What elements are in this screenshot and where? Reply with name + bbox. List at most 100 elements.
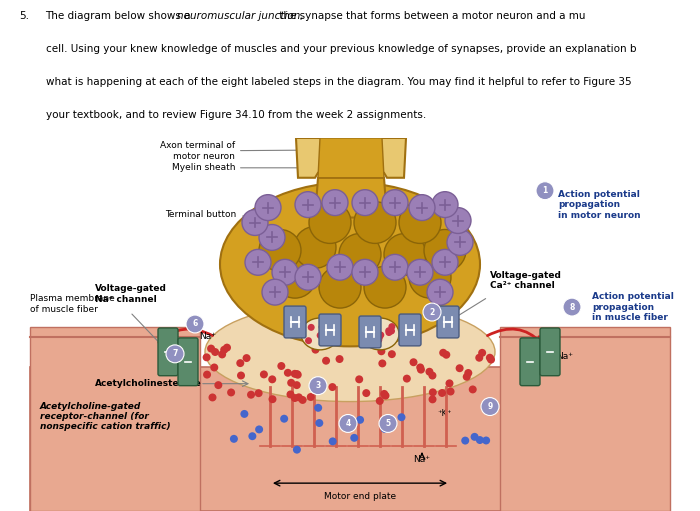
Text: 9: 9 (487, 402, 493, 411)
Circle shape (475, 354, 483, 362)
Circle shape (315, 419, 323, 427)
Circle shape (280, 415, 288, 423)
Circle shape (321, 334, 328, 341)
Text: Voltage-gated
Ca²⁺ channel: Voltage-gated Ca²⁺ channel (490, 270, 562, 290)
Text: The diagram below shows a: The diagram below shows a (46, 11, 195, 21)
Text: 4: 4 (345, 419, 351, 428)
Text: Vesicle of
acetylcholine: Vesicle of acetylcholine (232, 274, 300, 294)
Circle shape (445, 379, 454, 387)
Circle shape (335, 355, 344, 363)
Circle shape (563, 298, 581, 316)
Text: what is happening at each of the eight labeled steps in the diagram. You may fin: what is happening at each of the eight l… (46, 77, 631, 87)
Polygon shape (296, 138, 406, 178)
Text: 1: 1 (542, 186, 547, 195)
Circle shape (255, 389, 262, 397)
FancyBboxPatch shape (359, 316, 381, 348)
Circle shape (293, 446, 301, 454)
Circle shape (259, 229, 301, 271)
FancyBboxPatch shape (540, 328, 560, 376)
Circle shape (259, 224, 285, 250)
Circle shape (293, 370, 301, 378)
Circle shape (416, 363, 424, 371)
Circle shape (186, 315, 204, 333)
Circle shape (210, 363, 218, 371)
Circle shape (374, 331, 381, 338)
Circle shape (287, 379, 295, 387)
Circle shape (328, 332, 335, 339)
Circle shape (237, 371, 245, 380)
Circle shape (365, 331, 372, 337)
Circle shape (417, 366, 425, 374)
Circle shape (407, 259, 433, 285)
Ellipse shape (220, 182, 480, 346)
Circle shape (352, 259, 378, 285)
Circle shape (295, 192, 321, 218)
Circle shape (329, 437, 337, 446)
Circle shape (294, 371, 302, 379)
Circle shape (220, 346, 228, 354)
Circle shape (324, 330, 331, 337)
Polygon shape (318, 138, 384, 178)
Circle shape (321, 331, 328, 338)
Circle shape (376, 397, 384, 405)
Text: 3: 3 (316, 381, 321, 390)
Circle shape (399, 202, 441, 243)
Circle shape (327, 254, 353, 280)
Circle shape (363, 389, 370, 397)
Circle shape (203, 370, 211, 379)
Circle shape (322, 190, 348, 216)
Circle shape (307, 393, 315, 401)
Circle shape (445, 207, 471, 234)
Circle shape (402, 375, 411, 383)
Circle shape (432, 249, 458, 275)
Circle shape (218, 351, 226, 358)
Circle shape (447, 229, 473, 256)
FancyBboxPatch shape (30, 367, 670, 511)
Text: Action potential
propagation
in motor neuron: Action potential propagation in motor ne… (558, 190, 640, 220)
Circle shape (255, 426, 263, 433)
Circle shape (463, 373, 470, 381)
Circle shape (379, 414, 397, 432)
Circle shape (427, 279, 453, 305)
FancyBboxPatch shape (158, 328, 178, 376)
Circle shape (384, 234, 426, 275)
Circle shape (376, 334, 383, 340)
Circle shape (312, 345, 319, 354)
Circle shape (260, 370, 268, 378)
Circle shape (385, 327, 392, 334)
Circle shape (478, 349, 486, 357)
Text: Terminal button: Terminal button (164, 210, 236, 219)
Circle shape (470, 433, 479, 441)
Circle shape (382, 254, 408, 280)
Circle shape (536, 182, 554, 200)
Circle shape (447, 387, 454, 396)
Circle shape (243, 354, 251, 362)
Circle shape (269, 395, 276, 403)
Circle shape (295, 393, 303, 401)
Circle shape (322, 357, 330, 365)
FancyBboxPatch shape (437, 306, 459, 338)
Circle shape (409, 195, 435, 221)
Text: Axon terminal of
motor neuron: Axon terminal of motor neuron (160, 141, 337, 160)
Circle shape (227, 388, 235, 397)
FancyBboxPatch shape (319, 314, 341, 346)
Circle shape (370, 326, 377, 333)
Circle shape (240, 410, 248, 418)
Circle shape (426, 368, 433, 376)
Circle shape (202, 353, 211, 361)
Text: 5.: 5. (20, 11, 29, 21)
Circle shape (207, 344, 215, 353)
Circle shape (209, 393, 216, 402)
Circle shape (328, 383, 337, 391)
Circle shape (388, 350, 396, 358)
Circle shape (277, 362, 286, 370)
Circle shape (248, 432, 256, 440)
Circle shape (214, 381, 223, 389)
Circle shape (291, 394, 299, 402)
Circle shape (255, 195, 281, 221)
Text: your textbook, and to review Figure 34.10 from the week 2 assignments.: your textbook, and to review Figure 34.1… (46, 110, 426, 121)
Circle shape (382, 391, 389, 400)
Circle shape (487, 356, 495, 364)
Circle shape (295, 264, 321, 290)
Circle shape (339, 234, 381, 275)
